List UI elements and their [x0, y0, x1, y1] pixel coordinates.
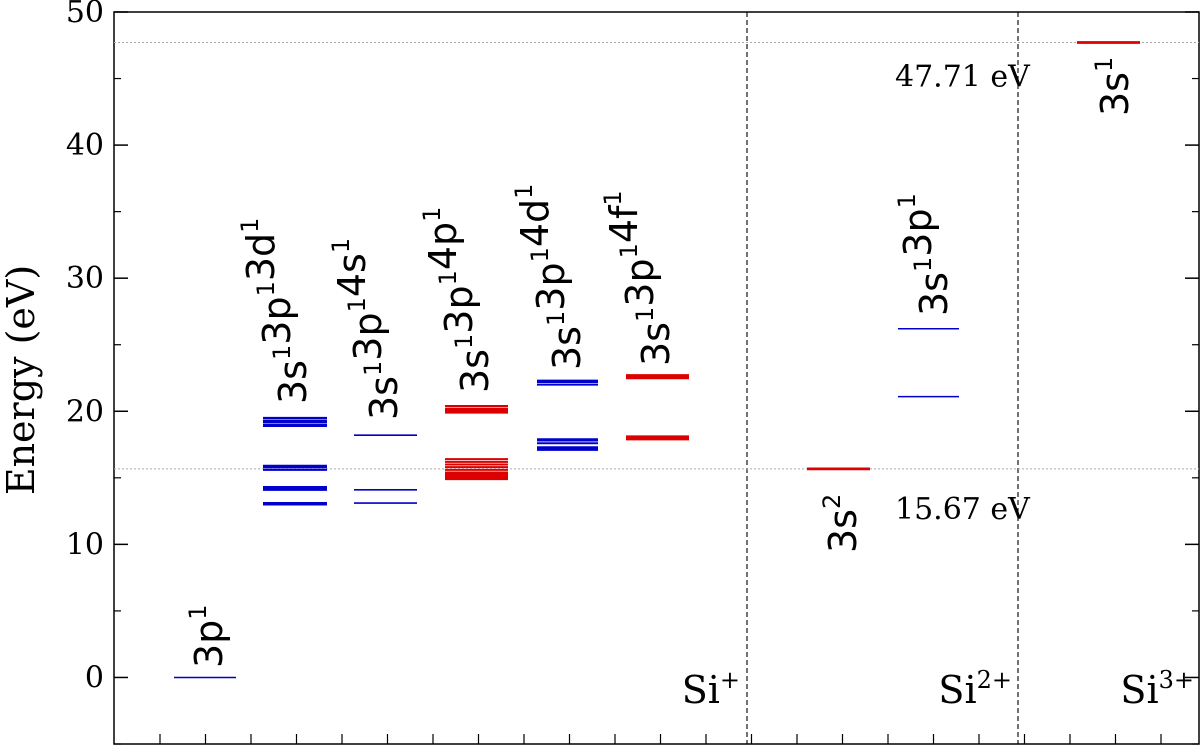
energy-levels [174, 41, 1140, 679]
configuration-label: 3s13p14p1 [418, 207, 497, 393]
configuration-label: 3s13p1 [893, 193, 956, 316]
y-tick-label: 0 [85, 660, 104, 695]
chart-labels: Energy (eV) 0 10 20 30 40 50 15.67 eV 47.71 eV S… [0, 0, 1194, 712]
ion-stage-label: Si+ [682, 666, 740, 712]
ion-stage-label: Si2+ [938, 666, 1012, 712]
configuration-label: 3p1 [184, 604, 231, 668]
y-tick-label: 30 [66, 261, 104, 296]
configuration-label: 3s2 [818, 494, 865, 553]
ion-stage-label: Si3+ [1120, 666, 1194, 712]
configuration-label: 3s13p14d1 [510, 184, 589, 370]
threshold-label: 47.71 eV [895, 59, 1031, 94]
configuration-label: 3s13p14s1 [327, 238, 406, 420]
y-axis-label: Energy (eV) [0, 265, 43, 495]
plot-frame [113, 11, 1200, 745]
threshold-label: 15.67 eV [895, 492, 1031, 527]
configuration-label: 3s13p14f1 [599, 190, 678, 366]
y-tick-label: 20 [66, 394, 104, 429]
y-tick-label: 10 [66, 527, 104, 562]
plot-border [113, 11, 1200, 745]
y-tick-label: 50 [66, 0, 104, 30]
configuration-label: 3s1 [1090, 57, 1137, 116]
y-tick-label: 40 [66, 128, 104, 163]
configuration-label: 3s13p13d1 [236, 218, 315, 404]
